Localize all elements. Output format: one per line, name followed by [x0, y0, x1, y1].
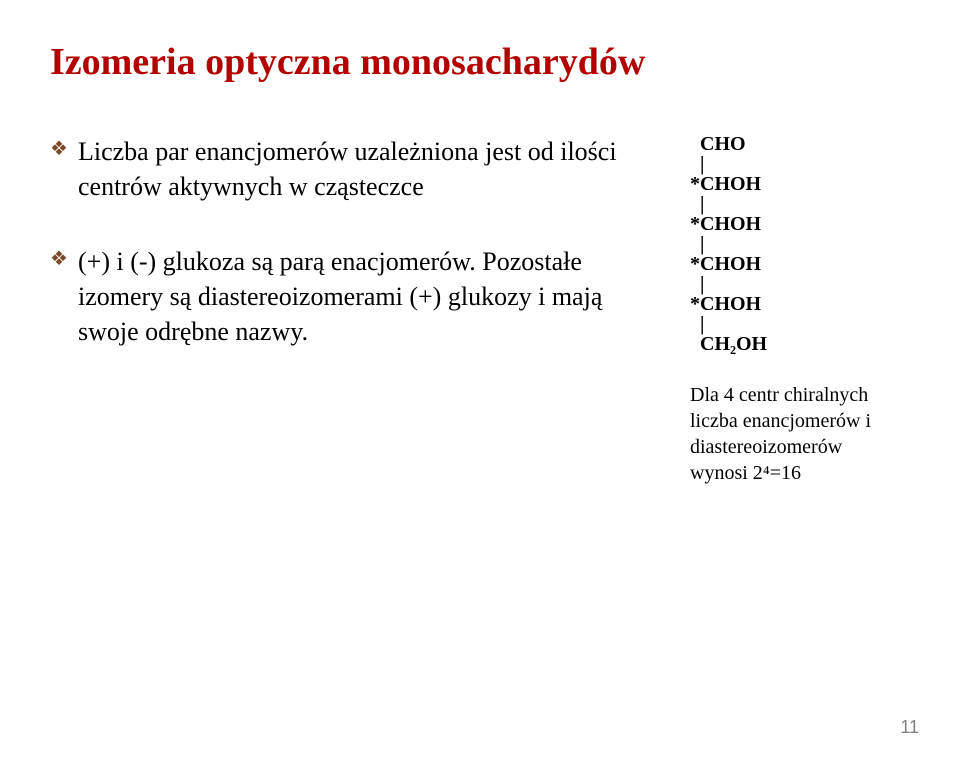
struct-line: CH₂OH: [690, 334, 909, 354]
caption-line: liczba enancjomerów i: [690, 408, 909, 434]
diamond-bullet-icon: ❖: [50, 244, 78, 349]
caption-line: diastereoizomerów: [690, 434, 909, 460]
struct-line: *CHOH: [690, 254, 909, 274]
structure-column: CHO | *CHOH | *CHOH | *CHOH | *CHOH | CH…: [630, 134, 909, 486]
struct-line: CHO: [690, 134, 909, 154]
content-row: ❖ Liczba par enancjomerów uzależniona je…: [50, 134, 909, 486]
struct-line: |: [690, 234, 909, 254]
bullet-text: Liczba par enancjomerów uzależniona jest…: [78, 134, 630, 204]
page-number: 11: [900, 717, 919, 738]
struct-line: *CHOH: [690, 214, 909, 234]
struct-line: |: [690, 194, 909, 214]
caption-formula: 2⁴=16: [753, 462, 801, 484]
struct-line: *CHOH: [690, 294, 909, 314]
chemical-structure: CHO | *CHOH | *CHOH | *CHOH | *CHOH | CH…: [690, 134, 909, 354]
struct-line: |: [690, 154, 909, 174]
struct-line: |: [690, 274, 909, 294]
caption-line: wynosi 2⁴=16: [690, 460, 909, 486]
bullet-item: ❖ Liczba par enancjomerów uzależniona je…: [50, 134, 630, 204]
bullet-text: (+) i (-) glukoza są parą enacjomerów. P…: [78, 244, 630, 349]
caption-line: Dla 4 centr chiralnych: [690, 382, 909, 408]
struct-line: |: [690, 314, 909, 334]
slide-page: Izomeria optyczna monosacharydów ❖ Liczb…: [0, 0, 959, 758]
bullets-column: ❖ Liczba par enancjomerów uzależniona je…: [50, 134, 630, 389]
structure-caption: Dla 4 centr chiralnych liczba enancjomer…: [690, 382, 909, 486]
page-title: Izomeria optyczna monosacharydów: [50, 40, 909, 84]
bullet-item: ❖ (+) i (-) glukoza są parą enacjomerów.…: [50, 244, 630, 349]
caption-prefix: wynosi: [690, 462, 753, 484]
diamond-bullet-icon: ❖: [50, 134, 78, 204]
struct-line: *CHOH: [690, 174, 909, 194]
